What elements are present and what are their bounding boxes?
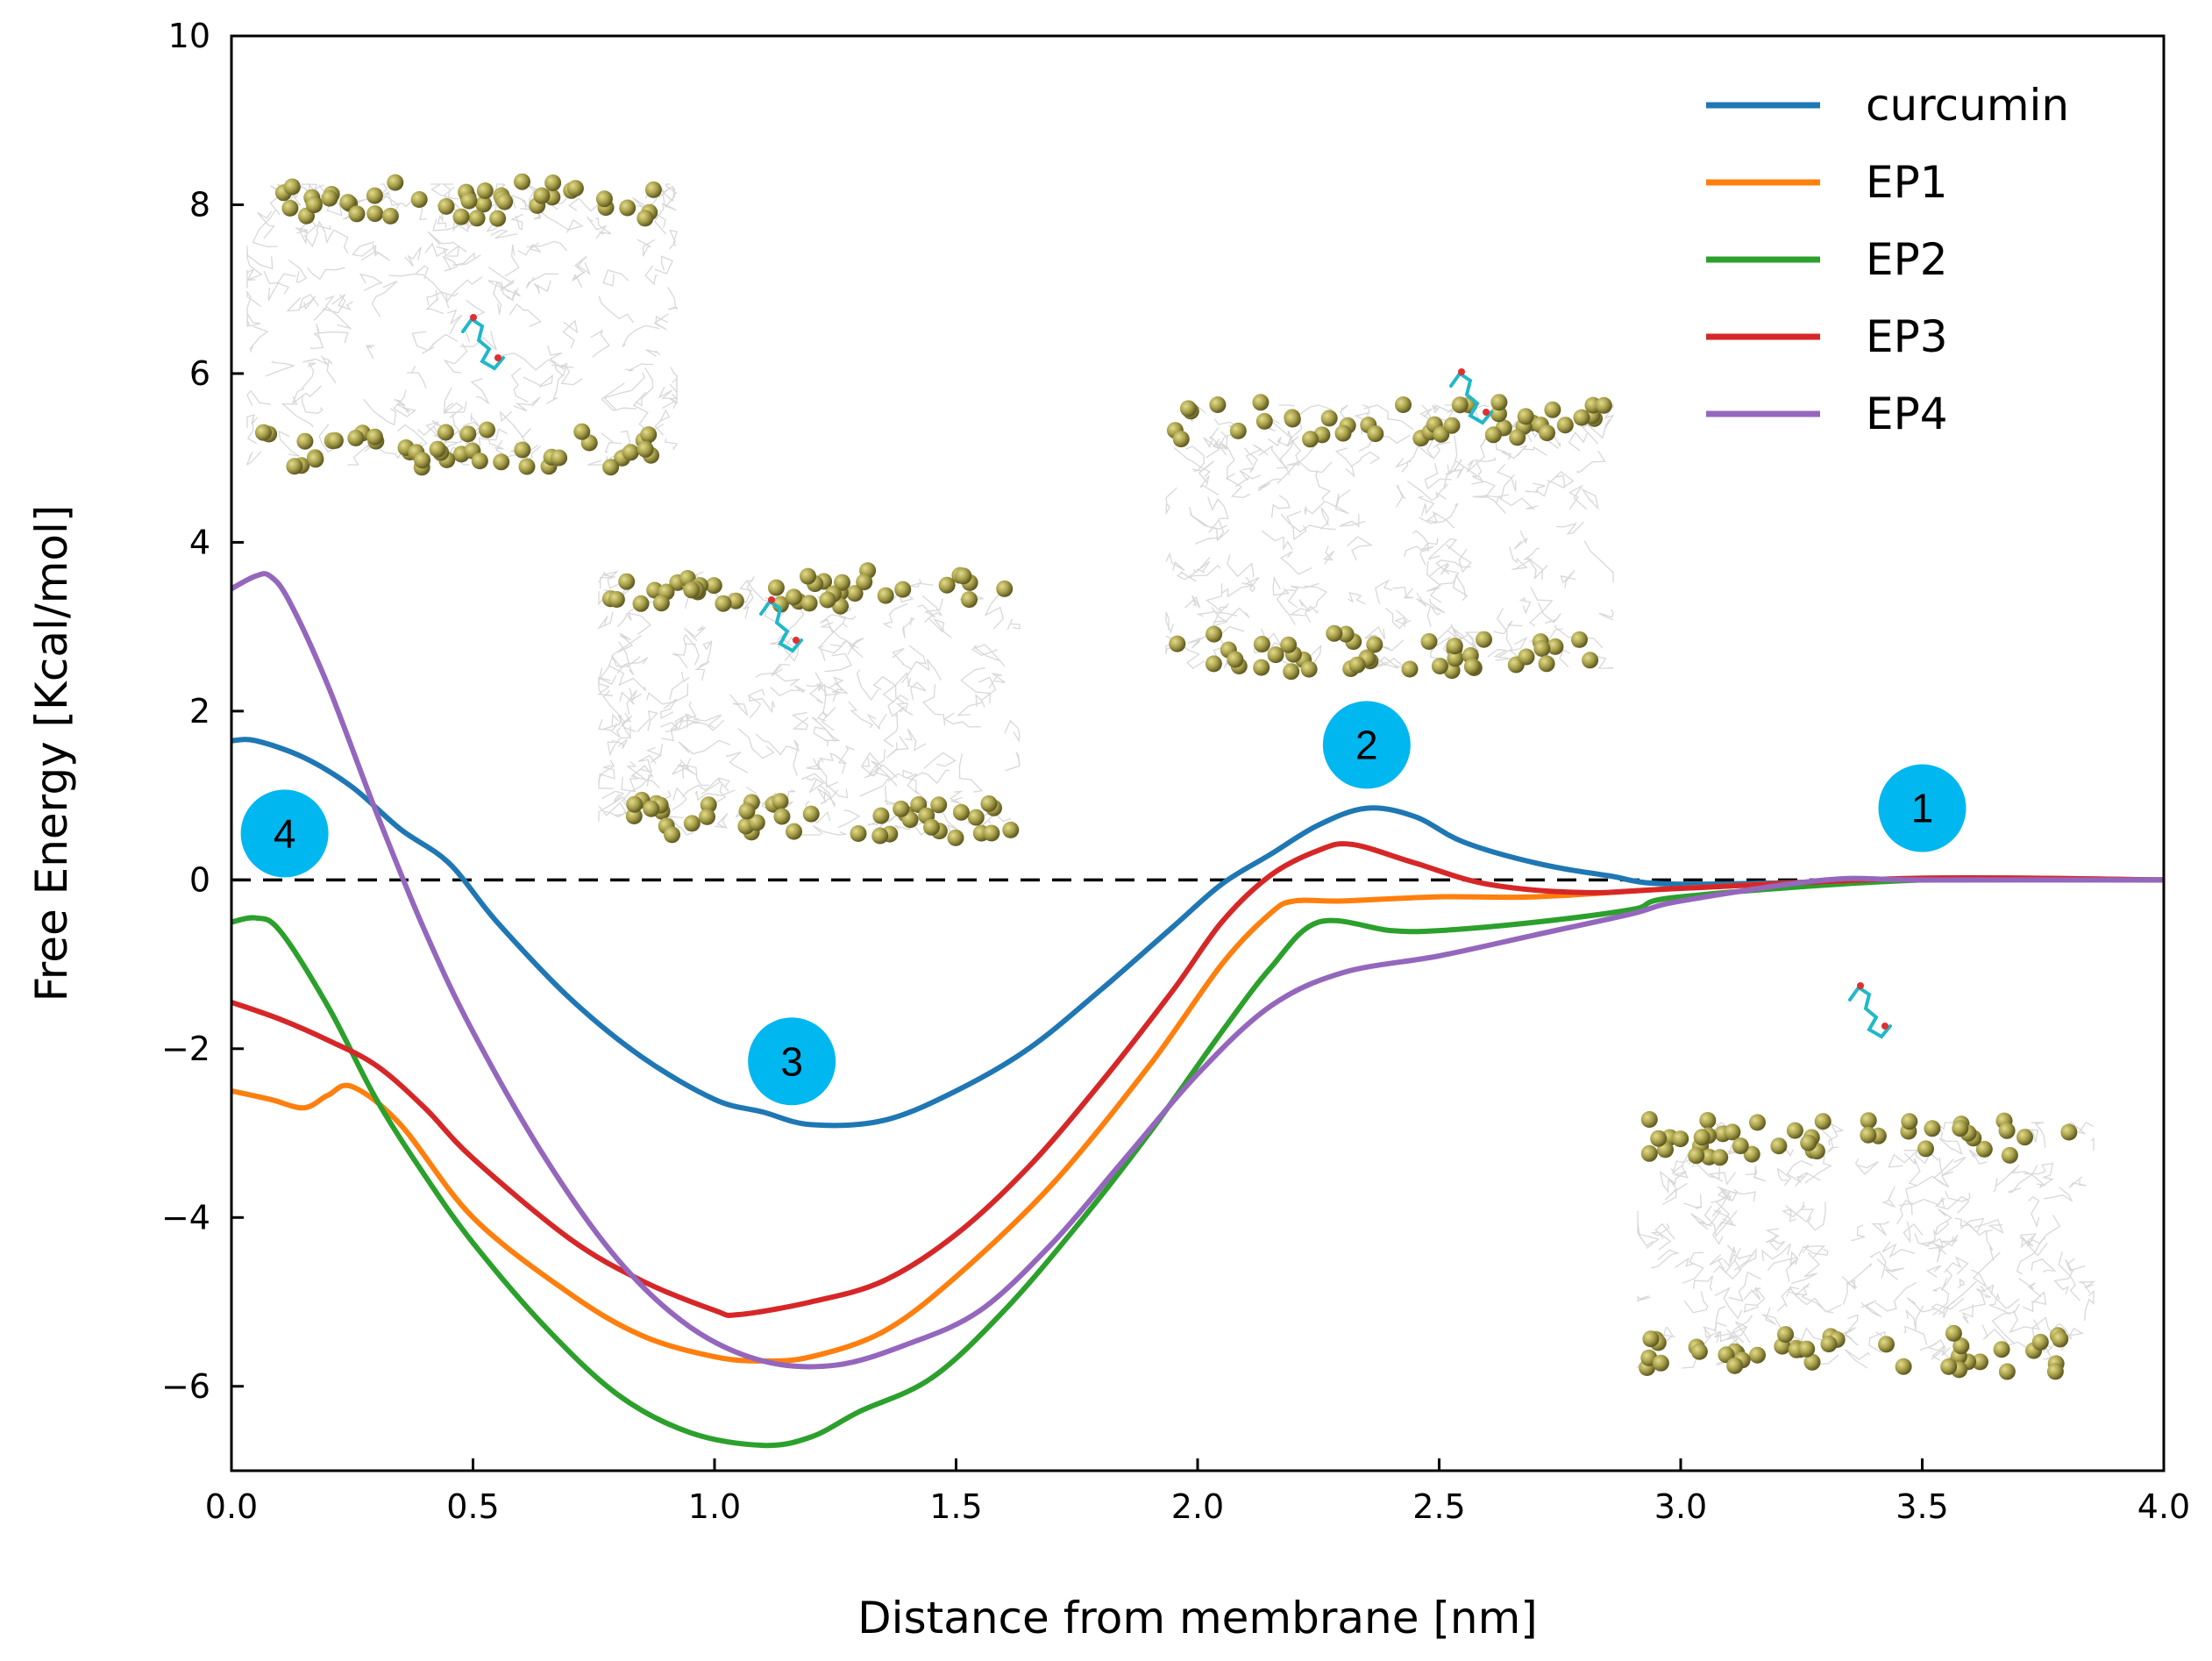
region-marker-1 [1878, 764, 1967, 852]
legend-label-ep4: EP4 [1866, 389, 1948, 439]
lipid-tails [1635, 1122, 2096, 1370]
legend: curcumin EP1 EP2 EP3 EP4 [1706, 80, 2069, 439]
y-axis-ticks: −6 −4 −2 0 2 4 6 8 10 [161, 17, 244, 1406]
x-tick-label: 2.5 [1412, 1487, 1465, 1526]
legend-label-curcumin: curcumin [1866, 80, 2069, 131]
x-tick-label: 2.0 [1171, 1487, 1224, 1526]
membrane-snapshot-state-2 [1165, 368, 1615, 681]
x-tick-label: 0.5 [446, 1487, 499, 1526]
membrane-snapshots [246, 173, 2096, 1380]
y-tick-label: 6 [189, 354, 210, 393]
headgroup-beads [601, 562, 1020, 846]
region-marker-4 [240, 789, 329, 878]
headgroup-beads [254, 173, 662, 476]
drug-molecule [759, 596, 803, 653]
y-axis-label: Free Energy [Kcal/mol] [26, 505, 77, 1002]
y-tick-label: 2 [189, 692, 210, 731]
series-line-ep3 [231, 841, 2164, 1318]
region-marker-label-1: 1 [1911, 786, 1934, 831]
region-marker-label-3: 3 [780, 1038, 803, 1084]
lipid-tails [246, 182, 679, 467]
membrane-snapshot-state-4 [246, 173, 679, 476]
membrane-snapshot-state-3 [597, 562, 1021, 846]
drug-molecule [1848, 982, 1892, 1039]
drug-molecule [461, 314, 505, 371]
legend-label-ep2: EP2 [1866, 234, 1948, 285]
region-marker-label-2: 2 [1355, 722, 1378, 767]
drug-molecule [1449, 368, 1493, 425]
legend-label-ep3: EP3 [1866, 311, 1948, 362]
lipid-tails [597, 570, 1021, 836]
headgroup-beads [1166, 394, 1612, 681]
membrane-snapshot-state-1 [1635, 982, 2096, 1380]
series-line-ep1 [231, 874, 2164, 1364]
y-tick-label: 10 [168, 17, 210, 55]
y-tick-label: −6 [161, 1367, 210, 1406]
region-markers: 1 2 3 4 [240, 701, 1967, 1106]
series-line-curcumin [231, 737, 2164, 1129]
series-group [231, 571, 2164, 1449]
x-tick-label: 1.0 [688, 1487, 741, 1526]
x-tick-label: 3.5 [1895, 1487, 1948, 1526]
x-tick-label: 4.0 [2137, 1487, 2190, 1526]
y-tick-label: 0 [189, 860, 210, 899]
region-marker-3 [748, 1017, 836, 1106]
x-tick-label: 3.0 [1654, 1487, 1707, 1526]
y-tick-label: −2 [161, 1030, 210, 1068]
lipid-tails [1165, 403, 1615, 669]
region-marker-label-4: 4 [274, 810, 296, 856]
x-axis-label: Distance from membrane [nm] [857, 1593, 1538, 1643]
x-tick-label: 1.5 [929, 1487, 982, 1526]
y-tick-label: 8 [189, 185, 210, 224]
x-tick-label: 0.0 [205, 1487, 258, 1526]
series-line-ep2 [231, 875, 2164, 1449]
headgroup-beads [1639, 1111, 2078, 1380]
y-tick-label: −4 [161, 1198, 210, 1237]
x-axis-ticks: 0.0 0.5 1.0 1.5 2.0 2.5 3.0 3.5 4.0 [205, 1458, 2190, 1526]
legend-label-ep1: EP1 [1866, 157, 1948, 208]
y-tick-label: 4 [189, 523, 210, 561]
region-marker-2 [1322, 701, 1411, 789]
series-line-ep4 [231, 571, 2164, 1370]
